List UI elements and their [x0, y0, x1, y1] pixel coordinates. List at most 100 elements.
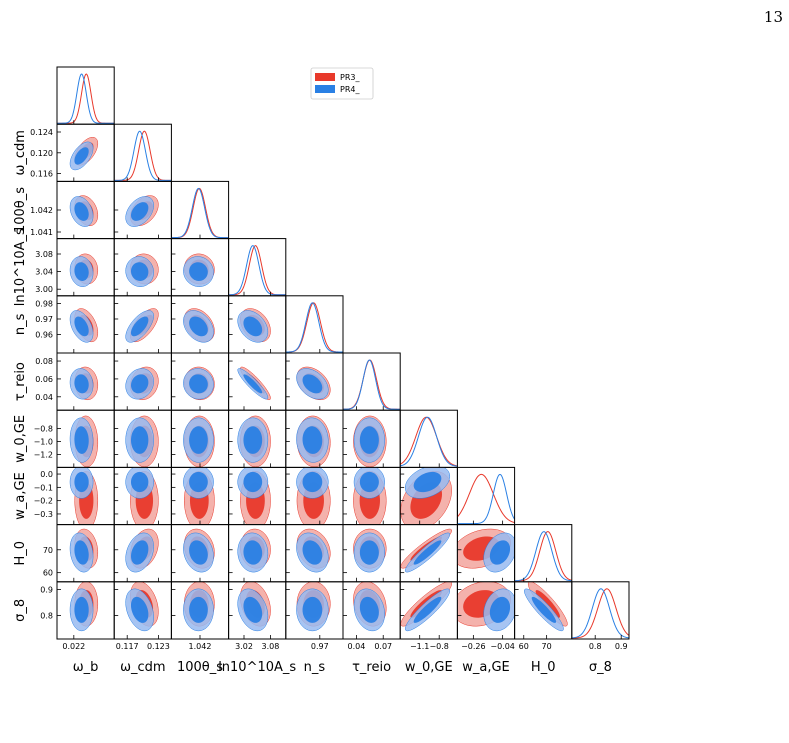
contour68-pr4: [189, 426, 208, 454]
contour68-pr4: [359, 471, 379, 493]
x-axis-label-tau_reio: τ_reio: [352, 660, 391, 675]
y-tick-label: 0.96: [35, 330, 53, 339]
x-tick-label: 0.07: [374, 642, 392, 651]
x-tick-label: 60: [519, 642, 529, 651]
marginal-pr4-ln10As: [228, 245, 286, 296]
contour68-pr4: [189, 316, 208, 337]
y-tick-label: 3.08: [35, 250, 53, 259]
panel-n_s-theta_s: [183, 308, 215, 343]
panel-theta_s-theta_s: [171, 187, 229, 239]
panel-w0_GE-ln10As: [237, 415, 271, 468]
y-tick-label: 0.08: [35, 357, 53, 366]
marginal-pr4-n_s: [285, 302, 343, 353]
marginal-pr3-ln10As: [228, 245, 286, 296]
x-axis-label-n_s: n_s: [304, 660, 326, 675]
contour68-pr4: [413, 471, 442, 493]
contour68-pr3: [535, 590, 560, 618]
panel-tau_reio-n_s: [296, 366, 331, 401]
contour68-pr4: [243, 471, 263, 493]
panel-sigma8-w0_GE: [400, 581, 452, 632]
marginal-pr4-w0_GE: [400, 416, 458, 467]
contour68-pr4: [189, 540, 208, 565]
y-tick-label: 0.97: [35, 315, 53, 324]
contour68-pr4: [130, 202, 149, 221]
y-tick-label: −0.1: [34, 483, 53, 492]
contour68-pr4: [243, 426, 263, 454]
y-tick-label: 0.8: [40, 612, 53, 621]
contour68-pr4: [74, 374, 89, 394]
panel-theta_s-omega_b: [69, 195, 99, 227]
marginal-pr3-w0_GE: [400, 416, 458, 467]
marginal-pr4-omega_b: [57, 73, 115, 124]
contour68-pr4: [74, 426, 89, 454]
y-axis-label-theta_s: 100θ_s: [13, 187, 28, 233]
x-tick-label: 1.042: [189, 642, 212, 651]
x-tick-label: 0.97: [311, 642, 329, 651]
x-tick-label: 0.9: [615, 642, 628, 651]
panel-wa_GE-n_s: [296, 467, 331, 525]
y-axis-label-wa_GE: w_a,GE: [13, 472, 28, 520]
contour68-pr4: [302, 374, 323, 394]
y-tick-label: −0.8: [34, 424, 53, 433]
legend-label: PR3_: [340, 73, 360, 82]
y-tick-label: −1.0: [34, 437, 53, 446]
panel-sigma8-H0: [524, 581, 568, 632]
marginal-pr3-H0: [514, 531, 572, 582]
contour68-pr4: [131, 374, 149, 394]
contour68-pr4: [359, 540, 379, 565]
y-tick-label: 0.04: [35, 393, 53, 402]
panel-n_s-n_s: [285, 302, 343, 353]
contour68-pr4: [189, 596, 208, 623]
panel-ln10As-ln10As: [228, 245, 286, 296]
contour68-pr4: [413, 596, 442, 623]
y-tick-label: 0.120: [30, 149, 53, 158]
panel-frame: [456, 466, 516, 526]
marginal-pr3-theta_s: [171, 187, 229, 239]
panel-sigma8-tau_reio: [353, 581, 387, 632]
panel-wa_GE-theta_s: [183, 467, 215, 525]
y-axis-label-w0_GE: w_0,GE: [13, 415, 28, 463]
x-axis-label-omega_b: ω_b: [73, 660, 99, 675]
x-axis-label-ln10As: ln10^10A_s: [218, 660, 296, 675]
y-tick-label: 0.116: [30, 170, 53, 179]
contour68-pr4: [243, 316, 263, 337]
panel-sigma8-wa_GE: [457, 581, 515, 632]
panel-w0_GE-theta_s: [183, 415, 215, 468]
contour68-pr4: [74, 147, 89, 165]
x-tick-label: 70: [542, 642, 552, 651]
contour68-pr4: [359, 426, 379, 454]
contour68-pr4: [489, 540, 511, 565]
panel-H0-ln10As: [237, 528, 271, 573]
contour68-pr4: [189, 262, 208, 281]
contour68-pr4: [74, 316, 89, 337]
x-axis-label-wa_GE: w_a,GE: [462, 660, 510, 675]
marginal-pr3-wa_GE: [457, 473, 515, 524]
panel-w0_GE-tau_reio: [353, 415, 387, 468]
contour68-pr4: [531, 596, 557, 623]
page-number: 13: [763, 8, 783, 26]
panel-n_s-omega_b: [69, 308, 99, 343]
marginal-pr3-n_s: [285, 302, 343, 353]
contour68-pr4: [413, 540, 442, 565]
panel-H0-H0: [514, 531, 572, 582]
panel-tau_reio-theta_s: [183, 366, 215, 401]
panel-n_s-omega_cdm: [125, 308, 159, 343]
x-tick-label: −0.26: [461, 642, 486, 651]
panel-w0_GE-omega_b: [69, 415, 99, 468]
y-tick-label: 1.042: [30, 206, 53, 215]
y-axis-label-sigma8: σ_8: [13, 599, 28, 622]
x-axis-label-sigma8: σ_8: [589, 660, 612, 675]
panel-tau_reio-omega_cdm: [125, 366, 159, 401]
contour68-pr4: [130, 316, 149, 337]
contour68-pr4: [302, 540, 323, 565]
y-tick-label: 0.0: [40, 470, 53, 479]
contour68-pr4: [130, 426, 149, 454]
panel-w0_GE-w0_GE: [400, 416, 458, 467]
y-axis-label-tau_reio: τ_reio: [13, 362, 28, 401]
y-tick-label: −0.3: [34, 510, 53, 519]
panel-tau_reio-tau_reio: [343, 359, 401, 410]
contour68-pr4: [74, 596, 89, 623]
contour68-pr4: [189, 374, 208, 394]
panel-omega_b-omega_b: [57, 73, 115, 124]
panel-frame: [571, 581, 630, 640]
